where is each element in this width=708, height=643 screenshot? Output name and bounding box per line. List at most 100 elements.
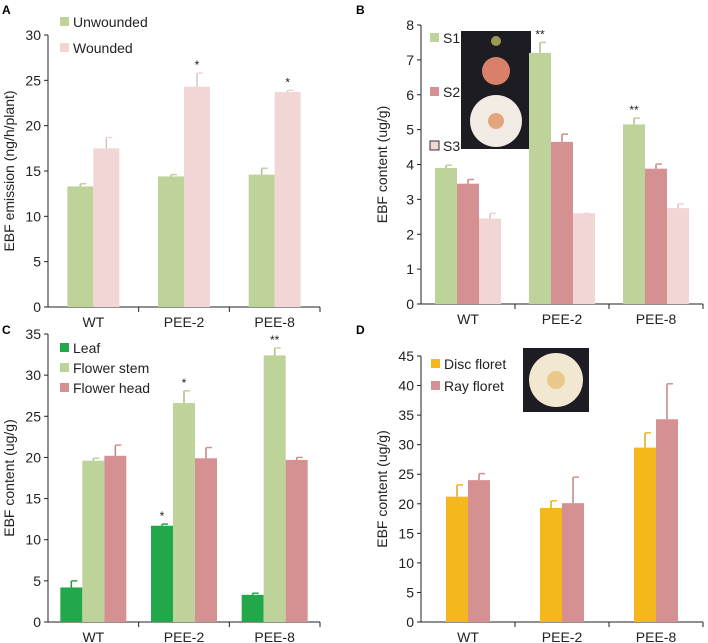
bar [173, 403, 195, 622]
bar [457, 183, 479, 304]
bar [195, 458, 217, 622]
panel-A: A 0 5 10 15 20 25 30 EBF emission (ng/h/plant) WT… [1, 3, 321, 330]
y-tick-label: 35 [25, 326, 41, 342]
y-tick-label: 5 [406, 122, 414, 138]
bar [573, 213, 595, 304]
bar [446, 496, 468, 622]
flower-s2 [482, 57, 510, 85]
bar [479, 218, 501, 304]
y-tick-label: 30 [25, 367, 41, 383]
y-tick-label: 25 [398, 466, 414, 482]
y-tick-label: 2 [406, 226, 414, 242]
panel-label: B [356, 3, 365, 17]
y-tick-label: 4 [406, 157, 414, 173]
significance-marker: ** [270, 333, 280, 347]
legend-label: S3 [443, 138, 460, 154]
flower-bud-s1 [491, 36, 501, 46]
bar [645, 168, 667, 304]
legend-label: S1 [443, 30, 460, 46]
bar [60, 587, 83, 622]
x-tick-label: PEE-8 [254, 314, 295, 330]
bar [274, 92, 301, 308]
y-axis-label: EBF content (ug/g) [374, 106, 390, 224]
y-tick-label: 10 [25, 532, 41, 548]
flower-s3-center [488, 113, 504, 129]
legend-swatch [431, 359, 440, 368]
bar [67, 186, 94, 307]
y-tick-label: 5 [33, 254, 41, 270]
x-tick-label: WT [82, 314, 104, 330]
legend-label: Unwounded [73, 14, 148, 30]
y-tick-label: 30 [398, 437, 414, 453]
x-tick-label: PEE-2 [542, 311, 583, 327]
x-tick-label: PEE-8 [254, 629, 295, 643]
y-tick-label: 30 [25, 27, 41, 43]
legend-label: Flower head [73, 380, 150, 396]
bar [468, 480, 490, 622]
y-tick-label: 20 [25, 449, 41, 465]
bar [656, 419, 678, 622]
legend-label: Flower stem [73, 360, 149, 376]
legend-swatch [430, 33, 439, 42]
bar [82, 460, 105, 622]
legend-swatch [60, 363, 69, 372]
significance-marker: * [182, 376, 187, 390]
x-tick-label: PEE-2 [164, 629, 205, 643]
bar [435, 167, 457, 304]
x-tick-label: PEE-2 [164, 314, 205, 330]
legend-swatch [60, 383, 69, 392]
bar [285, 459, 308, 622]
flower-center [547, 371, 565, 389]
panel-C: C 0 5 10 15 20 25 30 35 EBF content (ug/g) WT PEE-2… [1, 323, 321, 643]
significance-marker: ** [629, 103, 639, 117]
bar [151, 525, 173, 622]
y-axis-label: EBF content (ug/g) [1, 419, 17, 537]
legend-label: S2 [443, 84, 460, 100]
y-tick-label: 45 [398, 348, 414, 364]
legend-label: Ray floret [444, 378, 504, 394]
y-tick-label: 6 [406, 87, 414, 103]
panel-label: D [356, 323, 365, 337]
panel-B: B 0 1 2 3 4 5 6 7 8 EBF content (ug/g) WT PEE-2 PEE-8… [356, 3, 704, 327]
y-tick-label: 25 [25, 408, 41, 424]
legend-label: Leaf [73, 340, 100, 356]
y-tick-label: 7 [406, 52, 414, 68]
legend-swatch [431, 381, 440, 390]
y-tick-label: 0 [406, 614, 414, 630]
significance-marker: ** [535, 27, 545, 41]
bar [540, 507, 562, 622]
y-tick-label: 10 [398, 555, 414, 571]
y-tick-label: 15 [25, 163, 41, 179]
y-tick-label: 0 [406, 296, 414, 312]
bar [184, 86, 210, 308]
y-tick-label: 1 [406, 261, 414, 277]
bar [248, 174, 275, 307]
legend-swatch [60, 43, 69, 52]
y-tick-label: 20 [25, 118, 41, 134]
y-axis-label: EBF content (ug/g) [374, 430, 390, 548]
bar [634, 447, 656, 622]
bar [562, 503, 584, 622]
x-tick-label: WT [82, 629, 104, 643]
legend-swatch [60, 343, 69, 352]
x-tick-label: PEE-8 [636, 629, 677, 643]
panel-D: D 0 5 10 15 20 25 30 35 40 45 EBF content (ug/g) WT P… [356, 323, 704, 643]
y-tick-label: 0 [33, 299, 41, 315]
y-tick-label: 15 [398, 525, 414, 541]
y-tick-label: 15 [25, 491, 41, 507]
y-tick-label: 5 [33, 573, 41, 589]
y-axis-label: EBF emission (ng/h/plant) [1, 90, 17, 251]
legend-swatch [430, 87, 439, 96]
y-tick-label: 10 [25, 208, 41, 224]
legend-swatch [60, 17, 69, 26]
x-tick-label: PEE-8 [636, 311, 677, 327]
y-tick-label: 5 [406, 584, 414, 600]
bar [93, 148, 120, 307]
legend-label: Wounded [73, 40, 133, 56]
x-tick-label: WT [457, 311, 479, 327]
bar [104, 455, 127, 622]
y-tick-label: 40 [398, 378, 414, 394]
bar [241, 594, 264, 622]
panel-label: A [2, 3, 11, 17]
